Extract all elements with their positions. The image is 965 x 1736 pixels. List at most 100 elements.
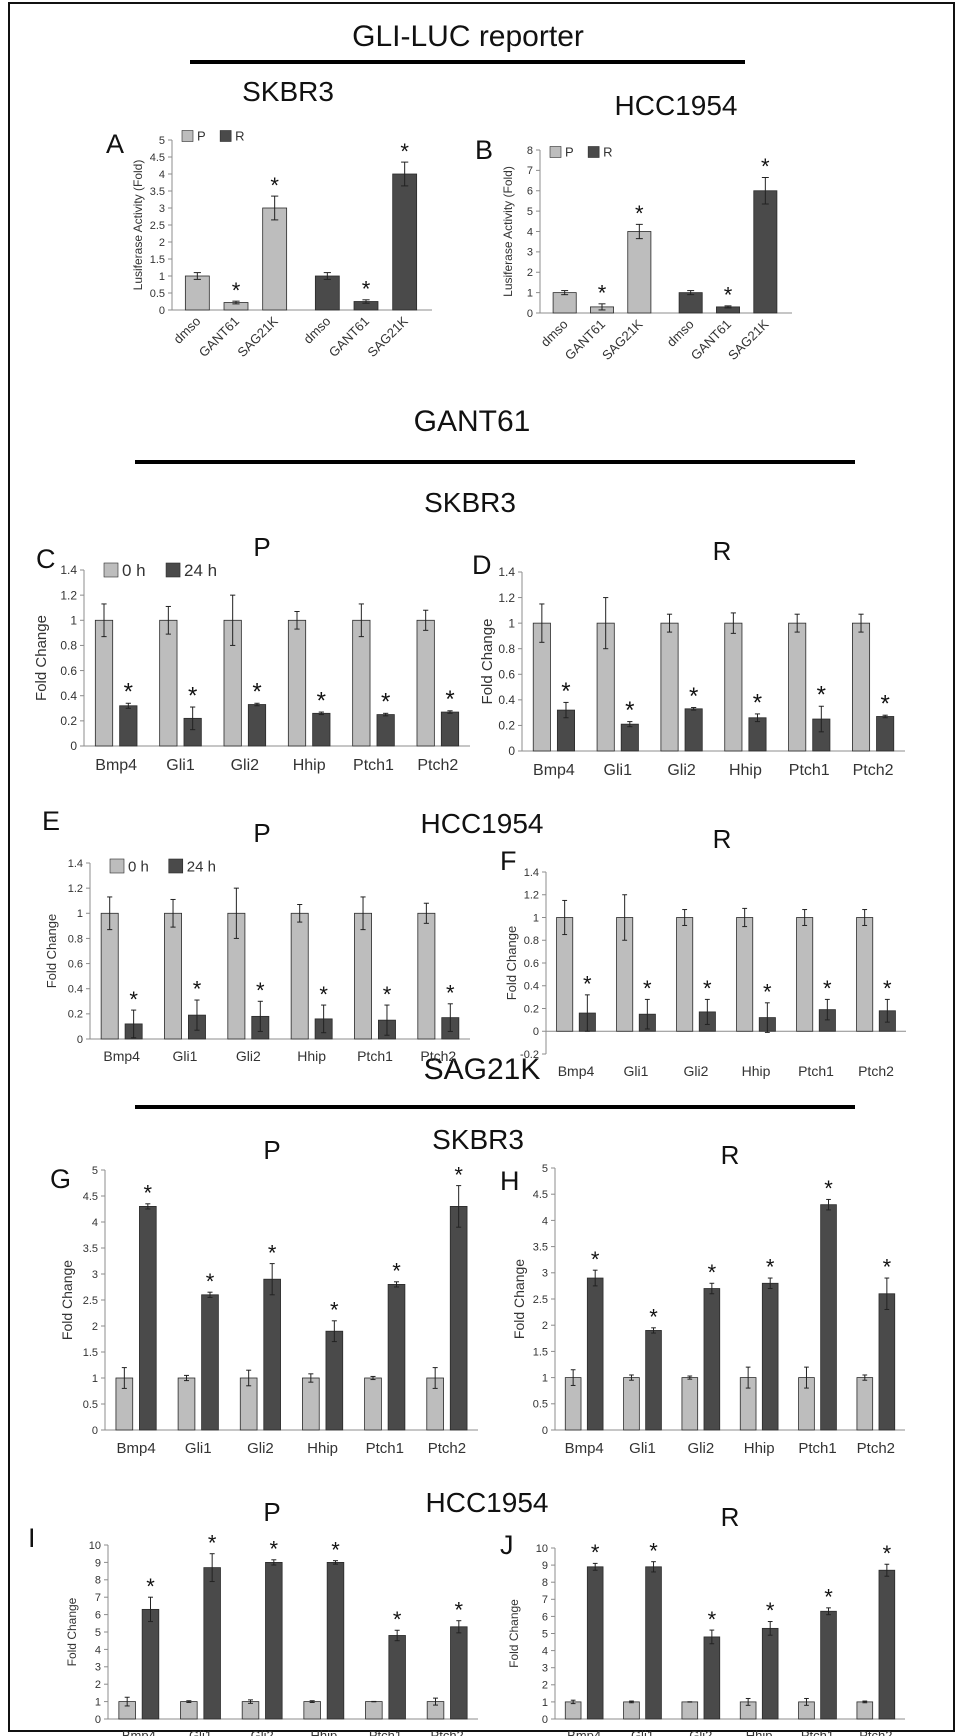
significance-marker-f-Hhip-1: * [763, 980, 772, 1005]
significance-marker-b-R-1: * [724, 283, 733, 308]
x-tick-label-e: Gli1 [173, 1048, 198, 1064]
bar-g-Ptch1-0 [364, 1377, 382, 1431]
significance-marker-a-P-2: * [270, 173, 279, 198]
y-tick-label-c: 0.8 [60, 639, 77, 653]
y-tick-label-j: 4 [542, 1645, 548, 1657]
x-tick-label-h: Ptch1 [798, 1440, 836, 1457]
panel-letter-c: C [36, 544, 56, 574]
bar-c-Hhip-0 [287, 619, 307, 747]
significance-marker-d-Ptch2-1: * [880, 691, 889, 718]
significance-marker-j-Ptch2-1: * [883, 1541, 892, 1566]
bar-g-Bmp4-1 [139, 1206, 157, 1431]
bar-f-Ptch1-0 [796, 917, 814, 1032]
y-tick-label-g: 2.5 [83, 1295, 98, 1307]
x-tick-label-i: Ptch1 [369, 1728, 402, 1736]
y-tick-label-b: 7 [527, 165, 533, 177]
y-tick-label-g: 3 [92, 1269, 98, 1281]
y-tick-label-j: 9 [542, 1560, 548, 1572]
x-tick-label-b: dmso [538, 317, 571, 350]
significance-marker-d-Gli2-1: * [689, 683, 698, 710]
panel-letter-g: G [50, 1164, 72, 1194]
bar-e-Gli1-0 [164, 912, 182, 1040]
panel-letter-a: A [106, 129, 125, 159]
y-axis-title-b: Lusiferase Activity (Fold) [501, 166, 515, 297]
legend-label-e-0: 0 h [128, 858, 149, 875]
x-tick-label-h: Bmp4 [565, 1440, 604, 1457]
significance-marker-f-Ptch2-1: * [883, 976, 892, 1001]
bar-b-R-0 [678, 292, 703, 314]
x-tick-label-g: Gli2 [247, 1440, 274, 1457]
bar-h-Gli2-0 [681, 1377, 699, 1431]
bar-j-Bmp4-1 [586, 1566, 604, 1720]
bar-d-Gli2-1 [684, 708, 703, 752]
legend-label-c-1: 24 h [184, 561, 217, 580]
bar-a-R-2 [392, 173, 418, 311]
bar-c-Ptch2-1 [440, 711, 460, 747]
significance-marker-h-Ptch2-1: * [883, 1255, 892, 1280]
x-tick-label-c: Gli1 [166, 757, 195, 774]
legend-swatch-a-1 [219, 130, 232, 142]
y-tick-label-j: 10 [536, 1543, 548, 1555]
y-tick-label-j: 8 [542, 1577, 548, 1589]
y-tick-label-d: 0.6 [498, 667, 515, 681]
y-axis-title-d: Fold Change [479, 619, 496, 705]
bar-j-Gli1-0 [623, 1701, 640, 1720]
y-tick-label-f: 0.2 [524, 1003, 539, 1015]
bar-g-Ptch2-1 [449, 1206, 468, 1431]
y-tick-label-g: 4 [92, 1217, 98, 1229]
significance-marker-a-R-1: * [362, 277, 371, 302]
x-tick-label-b: GANT61 [688, 317, 734, 363]
condition-label-d: R [712, 536, 732, 566]
x-tick-label-g: Ptch2 [428, 1440, 466, 1457]
bar-e-Hhip-0 [290, 912, 309, 1040]
bar-i-Gli2-1 [265, 1562, 283, 1720]
significance-marker-e-Hhip-1: * [319, 982, 328, 1007]
significance-marker-c-Ptch1-1: * [381, 689, 390, 716]
bar-c-Hhip-1 [312, 712, 331, 747]
x-tick-label-c: Hhip [293, 757, 326, 774]
y-tick-label-a: 1.5 [150, 254, 165, 266]
y-tick-label-i: 7 [95, 1592, 101, 1604]
significance-marker-j-Gli1-1: * [649, 1538, 658, 1563]
y-tick-label-g: 4.5 [83, 1191, 98, 1203]
y-tick-label-c: 0.4 [60, 689, 77, 703]
bar-i-Gli1-0 [180, 1701, 198, 1720]
y-tick-label-a: 0 [159, 305, 165, 317]
significance-marker-d-Bmp4-1: * [561, 678, 570, 705]
significance-marker-g-Ptch2-1: * [454, 1162, 463, 1187]
bar-i-Hhip-0 [303, 1701, 321, 1720]
bar-i-Ptch1-0 [365, 1701, 383, 1720]
x-tick-label-a: dmso [300, 314, 333, 347]
bar-i-Hhip-1 [326, 1562, 345, 1720]
bar-i-Bmp4-1 [141, 1608, 160, 1720]
y-tick-label-b: 3 [527, 247, 533, 259]
significance-marker-i-Ptch1-1: * [393, 1607, 402, 1632]
significance-marker-f-Gli1-1: * [643, 976, 652, 1001]
bar-a-P-0 [184, 275, 210, 311]
y-tick-label-h: 1.5 [533, 1346, 548, 1358]
x-tick-label-b: SAG21K [599, 316, 646, 363]
significance-marker-j-Ptch1-1: * [824, 1585, 833, 1610]
significance-marker-f-Ptch1-1: * [823, 976, 832, 1001]
x-tick-label-d: Ptch2 [853, 762, 894, 779]
y-tick-label-e: 0 [77, 1034, 83, 1046]
y-tick-label-h: 4.5 [533, 1189, 548, 1201]
y-tick-label-h: 4 [542, 1215, 548, 1227]
bar-g-Hhip-1 [325, 1330, 344, 1431]
y-tick-label-d: 0.4 [498, 693, 515, 707]
x-tick-label-e: Gli2 [236, 1048, 261, 1064]
y-tick-label-c: 0.2 [60, 714, 77, 728]
bar-h-Ptch2-1 [878, 1293, 896, 1431]
x-tick-label-d: Gli2 [667, 762, 696, 779]
bar-f-Ptch2-0 [856, 917, 874, 1032]
panel-letter-h: H [500, 1166, 520, 1196]
significance-marker-b-R-2: * [761, 154, 770, 179]
significance-marker-a-P-1: * [232, 278, 241, 303]
legend-swatch-b-1 [587, 146, 600, 158]
significance-marker-h-Gli2-1: * [708, 1260, 717, 1285]
y-tick-label-e: 0.6 [68, 958, 83, 970]
x-tick-label-a: dmso [170, 314, 203, 347]
panel-letter-j: J [500, 1530, 514, 1560]
y-tick-label-j: 2 [542, 1680, 548, 1692]
significance-marker-h-Bmp4-1: * [591, 1247, 600, 1272]
